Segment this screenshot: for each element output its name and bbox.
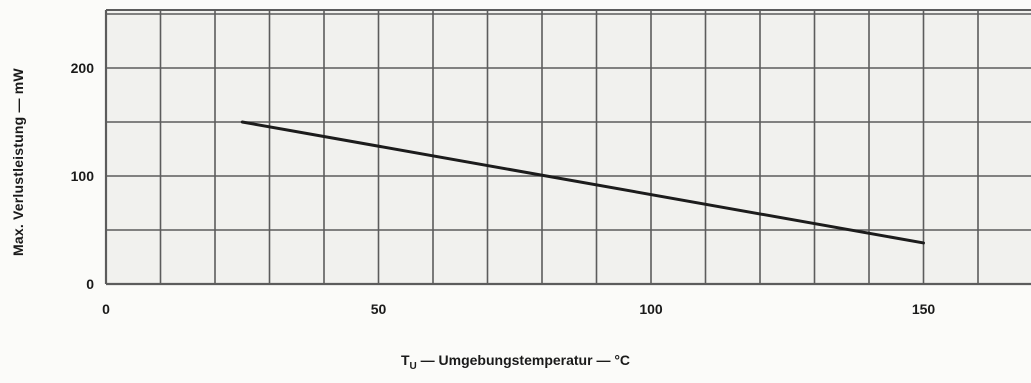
x-tick-label: 0 bbox=[102, 301, 110, 317]
y-axis-label: Max. Verlustleistung — mW bbox=[10, 68, 26, 256]
series-layer bbox=[240, 120, 925, 245]
x-tick-label: 50 bbox=[371, 301, 387, 317]
grid bbox=[104, 9, 1031, 286]
x-axis-label-text: — Umgebungstemperatur — °C bbox=[416, 352, 631, 368]
x-axis-label: TU — Umgebungstemperatur — °C bbox=[0, 352, 1031, 372]
x-tick-label: 150 bbox=[912, 301, 936, 317]
x-tick-label: 100 bbox=[639, 301, 663, 317]
x-axis-symbol-subscript: U bbox=[409, 360, 417, 372]
x-axis-symbol: T bbox=[400, 352, 410, 368]
y-tick-label: 0 bbox=[86, 276, 94, 292]
series-line bbox=[240, 120, 925, 245]
y-tick-label: 100 bbox=[71, 168, 95, 184]
y-tick-label: 200 bbox=[71, 60, 95, 76]
plot-area bbox=[106, 10, 1031, 284]
tick-labels: 0 50 100 150 0 100 200 bbox=[71, 60, 936, 317]
